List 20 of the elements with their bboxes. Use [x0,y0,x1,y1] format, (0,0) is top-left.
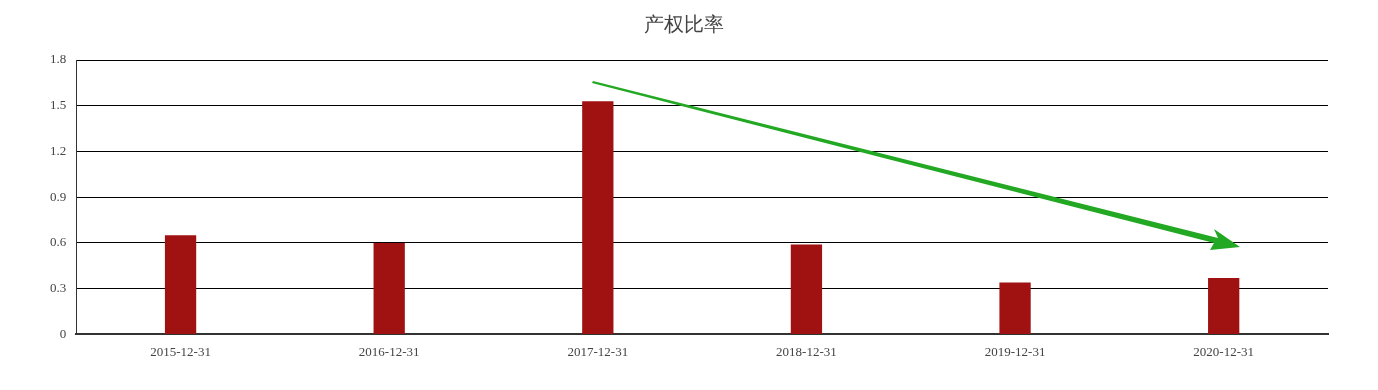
bar [999,282,1031,334]
y-tick-label: 1.2 [50,142,67,158]
x-tick-label: 2015-12-31 [150,343,211,359]
bar [1208,278,1240,334]
y-tick-label: 0 [59,325,67,341]
bar [373,242,405,334]
bar [582,101,614,334]
bar [164,235,197,334]
x-tick-label: 2017-12-31 [567,343,629,359]
y-tick-label: 0.9 [50,188,67,204]
chart-title: 产权比率 [644,12,724,37]
y-tick-label: 1.5 [50,97,67,113]
y-tick-label: 1.8 [50,51,67,67]
y-tick-label: 0.3 [50,280,67,296]
x-tick-label: 2019-12-31 [984,343,1046,359]
x-tick-label: 2018-12-31 [776,343,837,359]
y-tick-label: 0.6 [50,234,67,250]
bar [790,244,823,334]
x-tick-label: 2016-12-31 [358,343,420,359]
x-tick-label: 2020-12-31 [1193,343,1255,359]
